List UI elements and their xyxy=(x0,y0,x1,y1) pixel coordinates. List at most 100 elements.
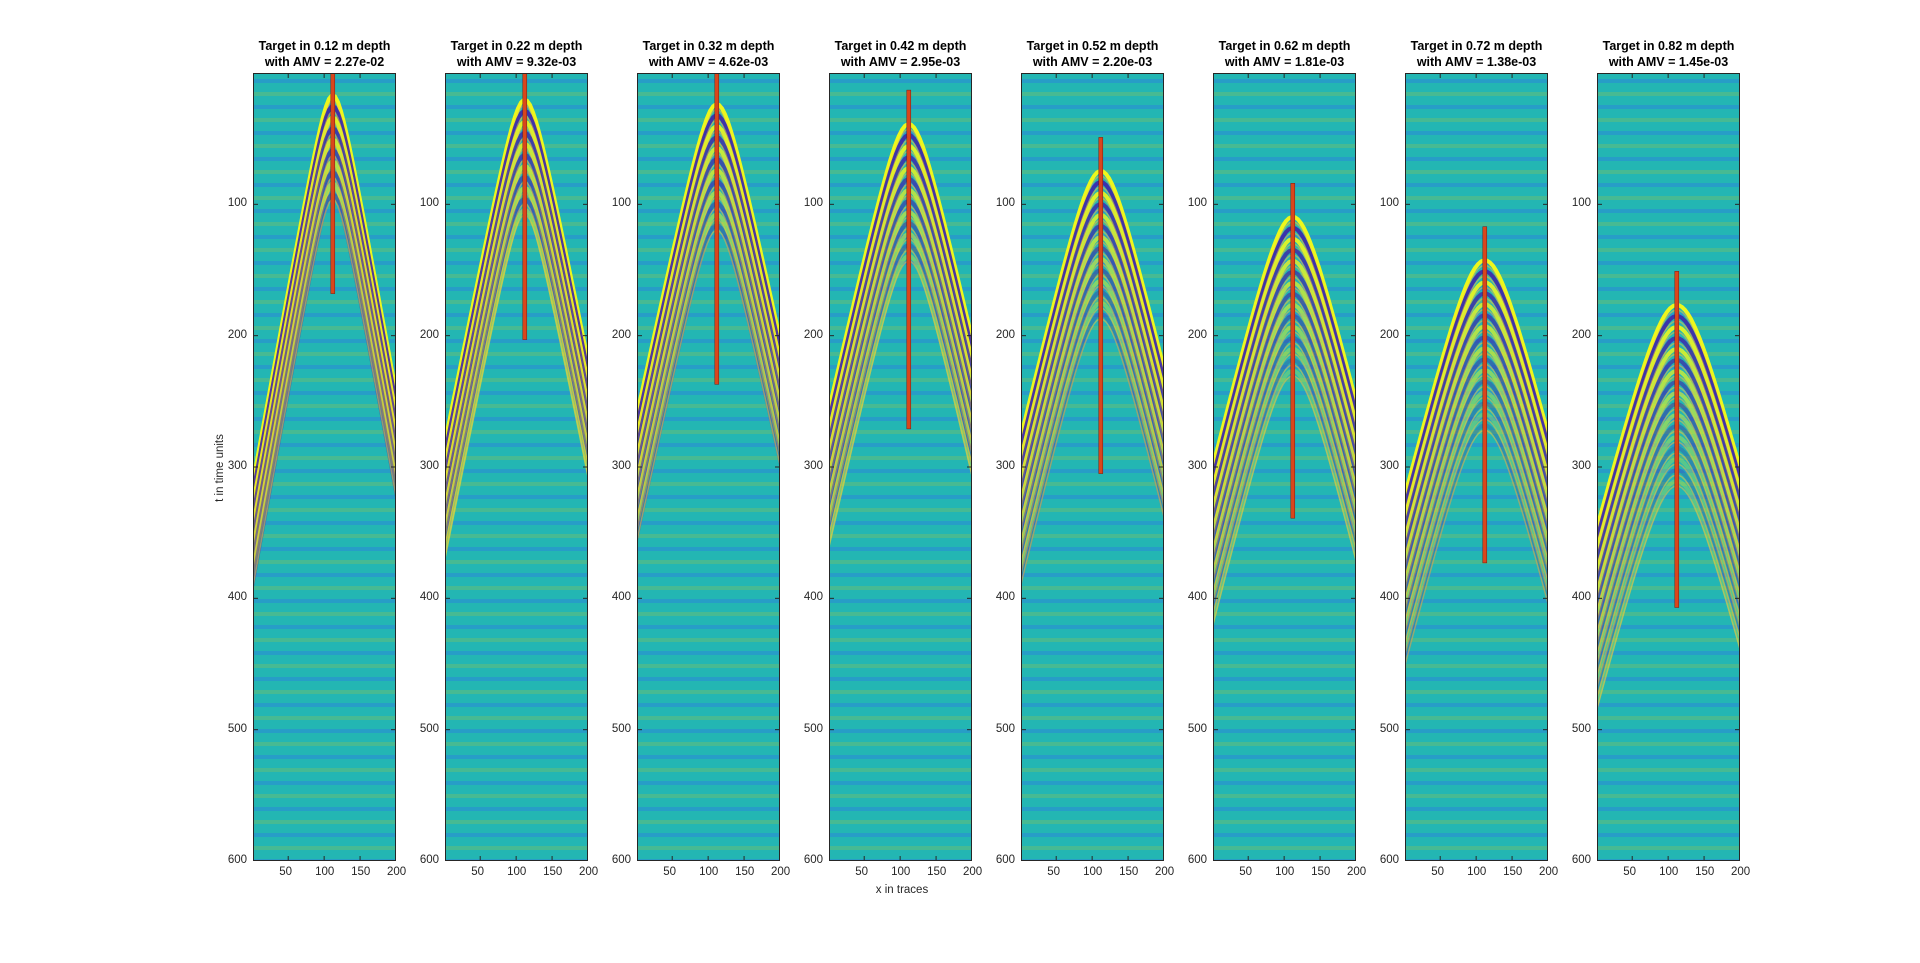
band-stripe xyxy=(1021,794,1164,798)
band-stripe xyxy=(445,703,588,707)
hyperbola-arc xyxy=(1597,302,1740,536)
band-stripe xyxy=(829,495,972,499)
band-stripe xyxy=(637,443,780,447)
band-stripe xyxy=(829,677,972,681)
band-stripe xyxy=(829,716,972,720)
band-stripe xyxy=(253,300,396,304)
band-stripe xyxy=(445,716,588,720)
hyperbola-arc xyxy=(1021,267,1164,544)
subplot-title-line1: Target in 0.32 m depth xyxy=(642,39,775,53)
band-stripe xyxy=(1405,495,1548,499)
hyperbola-arc xyxy=(637,113,780,435)
band-stripe xyxy=(1597,807,1740,811)
hyperbola-arc-edge xyxy=(1021,285,1164,555)
band-stripe xyxy=(1021,521,1164,525)
band-stripe xyxy=(637,339,780,343)
band-stripe xyxy=(1213,365,1356,369)
hyperbola-arc-edge xyxy=(445,213,588,561)
band-stripe xyxy=(253,248,396,252)
band-stripe xyxy=(445,586,588,590)
band-stripe xyxy=(1213,534,1356,538)
band-stripe xyxy=(1021,651,1164,655)
hyperbola-arc xyxy=(1405,269,1548,514)
band-stripe xyxy=(1213,339,1356,343)
band-stripe xyxy=(445,638,588,642)
band-stripe xyxy=(829,105,972,109)
x-tick-label: 50 xyxy=(1431,866,1444,878)
subplot-title-line1: Target in 0.42 m depth xyxy=(834,39,967,53)
band-stripe xyxy=(445,560,588,564)
band-stripe xyxy=(1405,768,1548,772)
hyperbola-arc xyxy=(1597,368,1740,602)
band-stripe xyxy=(829,313,972,317)
subplot-title-line1: Target in 0.52 m depth xyxy=(1026,39,1159,53)
band-stripe xyxy=(445,339,588,343)
band-stripe xyxy=(1597,755,1740,759)
target-marker xyxy=(906,89,912,430)
y-tick-label: 100 xyxy=(803,197,823,210)
band-stripe xyxy=(1597,274,1740,278)
heatmap-svg xyxy=(1597,73,1740,861)
band-stripe xyxy=(1021,404,1164,408)
band-stripe xyxy=(1021,846,1164,850)
band-stripe xyxy=(637,417,780,421)
hyperbola-arc xyxy=(1213,280,1356,540)
band-stripe xyxy=(637,248,780,252)
y-tick-label: 600 xyxy=(419,854,439,866)
y-tick-label: 500 xyxy=(1187,722,1207,735)
band-stripe xyxy=(637,300,780,304)
band-stripe xyxy=(445,781,588,785)
y-tick-label: 400 xyxy=(803,591,823,604)
hyperbola-arc xyxy=(1405,335,1548,580)
band-stripe xyxy=(637,807,780,811)
band-stripe xyxy=(253,391,396,395)
hyperbola-arc-edge xyxy=(1405,363,1548,603)
band-stripe xyxy=(829,261,972,265)
band-stripe xyxy=(253,625,396,629)
hyperbola-arc xyxy=(1405,258,1548,503)
band-stripe xyxy=(1021,833,1164,837)
y-tick-label: 300 xyxy=(1187,460,1207,472)
target-marker xyxy=(1674,271,1680,608)
band-stripe xyxy=(1597,326,1740,330)
band-stripe xyxy=(1405,196,1548,200)
band-stripe xyxy=(1597,105,1740,109)
hyperbola-arc-edge xyxy=(1405,429,1548,669)
band-stripe xyxy=(1405,716,1548,720)
hyperbola-arc xyxy=(1597,324,1740,558)
band-stripe xyxy=(1405,677,1548,681)
band-stripe xyxy=(253,404,396,408)
band-stripe xyxy=(1597,677,1740,681)
hyperbola-arc xyxy=(1021,179,1164,456)
band-stripe xyxy=(253,469,396,473)
band-stripe xyxy=(1213,105,1356,109)
band-stripe xyxy=(637,547,780,551)
band-stripe xyxy=(1405,651,1548,655)
y-tick-label: 100 xyxy=(995,197,1015,210)
band-stripe xyxy=(637,222,780,226)
band-stripe xyxy=(1021,716,1164,720)
band-stripe xyxy=(445,248,588,252)
band-stripe xyxy=(1405,404,1548,408)
band-stripe xyxy=(1405,560,1548,564)
band-stripe xyxy=(1597,586,1740,590)
reflection-hyperbolas xyxy=(1021,168,1164,588)
hyperbola-arc xyxy=(1021,168,1164,445)
band-stripe xyxy=(637,560,780,564)
hyperbola-arc-edge xyxy=(637,218,780,533)
y-tick-label: 500 xyxy=(803,722,823,735)
band-stripe xyxy=(1213,833,1356,837)
band-stripe xyxy=(445,599,588,603)
band-stripe xyxy=(1405,118,1548,122)
band-stripe xyxy=(637,404,780,408)
band-stripe xyxy=(829,742,972,746)
hyperbola-arc xyxy=(1597,346,1740,580)
hyperbola-arc-edge xyxy=(1597,463,1740,690)
hyperbola-arc xyxy=(1597,478,1740,712)
hyperbola-arc xyxy=(445,196,588,552)
band-stripe xyxy=(1405,690,1548,694)
hyperbola-arc xyxy=(637,179,780,501)
hyperbola-arc-edge xyxy=(1405,407,1548,647)
hyperbola-arc-edge xyxy=(1597,430,1740,657)
